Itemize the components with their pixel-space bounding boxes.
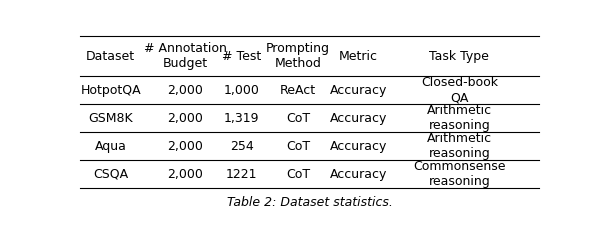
Text: Arithmetic
reasoning: Arithmetic reasoning — [427, 104, 492, 132]
Text: Arithmetic
reasoning: Arithmetic reasoning — [427, 132, 492, 160]
Text: CSQA: CSQA — [93, 168, 128, 180]
Text: Dataset: Dataset — [86, 50, 135, 63]
Text: ReAct: ReAct — [280, 84, 316, 97]
Text: 254: 254 — [230, 139, 254, 153]
Text: CoT: CoT — [286, 168, 310, 180]
Text: Accuracy: Accuracy — [330, 168, 387, 180]
Text: # Annotation
Budget: # Annotation Budget — [144, 42, 227, 70]
Text: Commonsense
reasoning: Commonsense reasoning — [413, 160, 506, 188]
Text: 1,319: 1,319 — [224, 112, 260, 125]
Text: # Test: # Test — [222, 50, 262, 63]
Text: 2,000: 2,000 — [167, 139, 204, 153]
Text: Accuracy: Accuracy — [330, 84, 387, 97]
Text: Prompting
Method: Prompting Method — [266, 42, 330, 70]
Text: GSM8K: GSM8K — [88, 112, 133, 125]
Text: 1,000: 1,000 — [223, 84, 260, 97]
Text: CoT: CoT — [286, 139, 310, 153]
Text: Aqua: Aqua — [95, 139, 127, 153]
Text: 2,000: 2,000 — [167, 168, 204, 180]
Text: 1221: 1221 — [226, 168, 257, 180]
Text: HotpotQA: HotpotQA — [80, 84, 141, 97]
Text: CoT: CoT — [286, 112, 310, 125]
Text: Closed-book
QA: Closed-book QA — [421, 76, 498, 104]
Text: Table 2: Dataset statistics.: Table 2: Dataset statistics. — [226, 196, 393, 209]
Text: 2,000: 2,000 — [167, 84, 204, 97]
Text: Accuracy: Accuracy — [330, 112, 387, 125]
Text: 2,000: 2,000 — [167, 112, 204, 125]
Text: Accuracy: Accuracy — [330, 139, 387, 153]
Text: Metric: Metric — [339, 50, 378, 63]
Text: Task Type: Task Type — [429, 50, 489, 63]
